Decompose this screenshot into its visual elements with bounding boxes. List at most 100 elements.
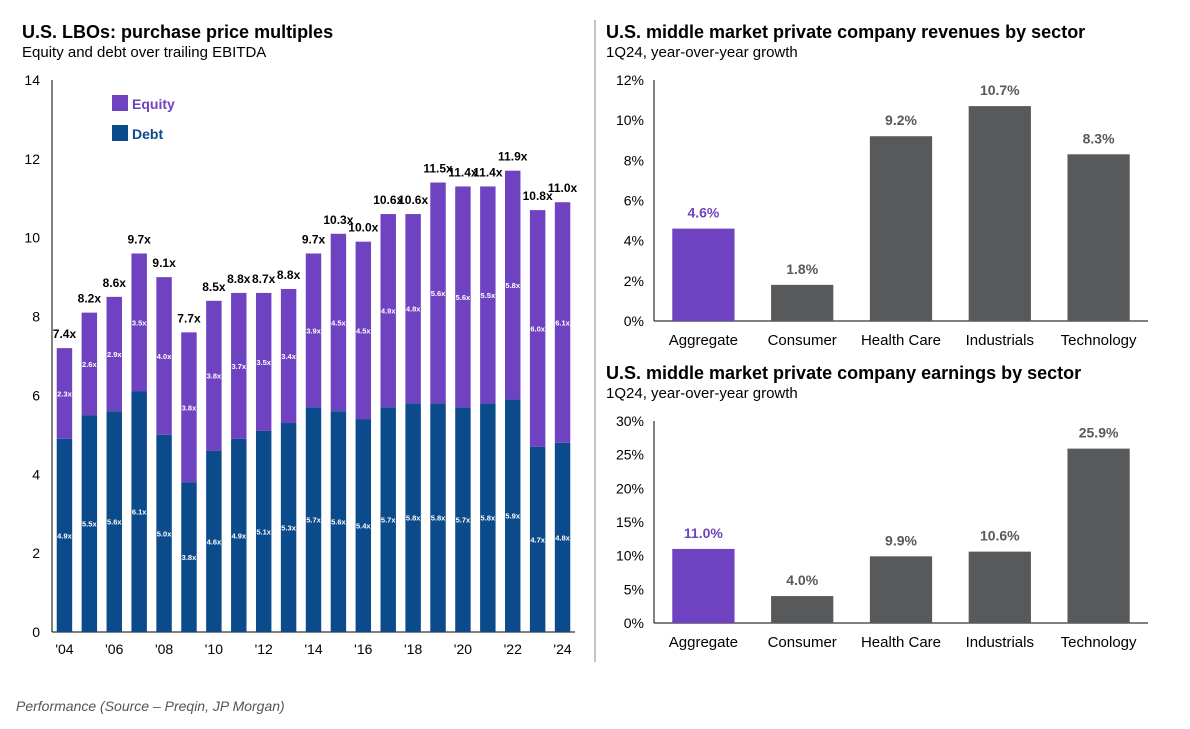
lbo-equity-label: 3.5x (256, 358, 271, 367)
revenues-y-tick-label: 4% (624, 233, 644, 249)
source-caption: Performance (Source – Preqin, JP Morgan) (16, 698, 285, 714)
lbo-x-tick-label: '22 (504, 641, 522, 657)
lbo-debt-label: 5.6x (107, 518, 122, 527)
revenues-y-tick-label: 2% (624, 273, 644, 289)
lbo-equity-label: 3.7x (231, 362, 246, 371)
revenues-category-label: Health Care (861, 332, 941, 349)
lbo-total-label: 9.7x (127, 232, 151, 246)
lbo-y-tick-label: 6 (32, 387, 40, 403)
earnings-y-tick-label: 10% (616, 548, 644, 564)
lbo-total-label: 11.9x (498, 150, 528, 164)
lbo-equity-label: 3.5x (132, 318, 147, 327)
lbo-debt-label: 5.8x (481, 514, 496, 523)
lbo-legend-swatch (112, 95, 128, 111)
earnings-category-label: Aggregate (669, 634, 738, 651)
earnings-value-label: 9.9% (885, 532, 917, 548)
lbo-x-tick-label: '12 (255, 641, 273, 657)
earnings-category-label: Health Care (861, 634, 941, 651)
lbo-y-tick-label: 8 (32, 309, 40, 325)
lbo-debt-label: 5.9x (505, 512, 520, 521)
lbo-x-tick-label: '04 (55, 641, 73, 657)
revenues-bar (969, 106, 1031, 321)
lbo-x-tick-label: '20 (454, 641, 472, 657)
lbo-debt-label: 5.8x (431, 514, 446, 523)
earnings-y-tick-label: 15% (616, 514, 644, 530)
revenues-bar (771, 285, 833, 321)
revenues-category-label: Aggregate (669, 332, 738, 349)
lbo-equity-label: 3.8x (182, 403, 197, 412)
earnings-value-label: 11.0% (684, 525, 723, 541)
lbo-debt-label: 5.5x (82, 520, 97, 529)
lbo-total-label: 11.0x (548, 181, 578, 195)
lbo-equity-label: 2.9x (107, 350, 122, 359)
lbo-debt-label: 4.8x (555, 533, 570, 542)
lbo-y-tick-label: 2 (32, 545, 40, 561)
lbo-debt-label: 4.9x (231, 531, 246, 540)
revenues-category-label: Technology (1061, 332, 1137, 349)
lbo-total-label: 10.0x (348, 221, 378, 235)
earnings-value-label: 25.9% (1079, 425, 1119, 441)
revenues-value-label: 4.6% (687, 205, 719, 221)
lbo-total-label: 7.7x (177, 311, 201, 325)
lbo-debt-label: 5.3x (281, 524, 296, 533)
lbo-debt-label: 5.7x (381, 516, 396, 525)
lbo-total-label: 8.7x (252, 272, 276, 286)
lbo-equity-label: 3.8x (207, 372, 222, 381)
lbo-debt-label: 5.0x (157, 529, 172, 538)
revenues-bar (870, 136, 932, 321)
earnings-y-tick-label: 20% (616, 480, 644, 496)
lbo-total-label: 8.8x (227, 272, 251, 286)
lbo-x-tick-label: '24 (553, 641, 571, 657)
earnings-category-label: Industrials (966, 634, 1034, 651)
revenues-category-label: Consumer (768, 332, 837, 349)
lbo-y-tick-label: 12 (24, 151, 40, 167)
revenues-y-tick-label: 10% (616, 112, 644, 128)
lbo-x-tick-label: '18 (404, 641, 422, 657)
lbo-y-tick-label: 4 (32, 466, 40, 482)
lbo-total-label: 8.8x (277, 268, 301, 282)
lbo-y-tick-label: 10 (24, 230, 40, 246)
earnings-y-tick-label: 5% (624, 581, 644, 597)
lbo-total-label: 8.2x (78, 292, 102, 306)
revenues-value-label: 9.2% (885, 112, 917, 128)
earnings-bar (870, 556, 932, 623)
earnings-bar (672, 549, 734, 623)
lbo-legend-label: Equity (132, 96, 175, 112)
earnings-category-label: Consumer (768, 634, 837, 651)
revenues-bar (672, 229, 734, 321)
lbo-total-label: 8.6x (103, 276, 127, 290)
lbo-debt-label: 6.1x (132, 508, 147, 517)
revenues-y-tick-label: 12% (616, 72, 644, 88)
earnings-y-tick-label: 0% (624, 615, 644, 631)
earnings-value-label: 10.6% (980, 528, 1020, 544)
lbo-debt-label: 5.7x (456, 516, 471, 525)
lbo-total-label: 7.4x (53, 327, 77, 341)
lbo-equity-label: 2.3x (57, 389, 72, 398)
lbo-equity-label: 6.1x (555, 318, 570, 327)
lbo-x-tick-label: '08 (155, 641, 173, 657)
lbo-equity-label: 5.6x (456, 293, 471, 302)
revenues-bar (1067, 154, 1129, 321)
earnings-value-label: 4.0% (786, 572, 818, 588)
earnings-bar (1067, 449, 1129, 623)
revenues-value-label: 10.7% (980, 82, 1020, 98)
lbo-legend-swatch (112, 125, 128, 141)
lbo-debt-label: 4.6x (207, 537, 222, 546)
lbo-equity-label: 4.5x (356, 326, 371, 335)
lbo-equity-label: 4.8x (406, 305, 421, 314)
lbo-x-tick-label: '06 (105, 641, 123, 657)
revenues-value-label: 8.3% (1083, 130, 1115, 146)
lbo-debt-label: 5.6x (331, 518, 346, 527)
lbo-x-tick-label: '10 (205, 641, 223, 657)
earnings-bar (771, 596, 833, 623)
lbo-debt-label: 4.7x (530, 535, 545, 544)
earnings-bar (969, 552, 1031, 623)
earnings-y-tick-label: 25% (616, 447, 644, 463)
lbo-equity-label: 3.9x (306, 326, 321, 335)
lbo-total-label: 10.6x (398, 193, 428, 207)
lbo-debt-label: 4.9x (57, 531, 72, 540)
lbo-total-label: 8.5x (202, 280, 226, 294)
lbo-debt-label: 3.8x (182, 553, 197, 562)
lbo-legend-label: Debt (132, 126, 163, 142)
lbo-debt-label: 5.7x (306, 516, 321, 525)
